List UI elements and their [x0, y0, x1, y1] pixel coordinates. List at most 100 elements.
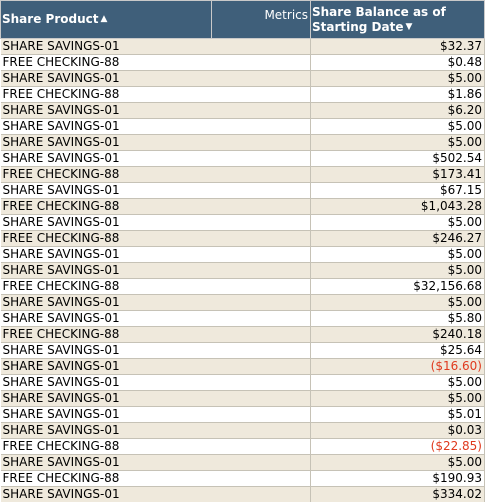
metrics-cell	[212, 151, 311, 167]
share-balance-column-header[interactable]: Share Balance as of Starting Date▼	[311, 1, 485, 39]
share-product-cell: SHARE SAVINGS-01	[1, 359, 212, 375]
metrics-cell	[212, 487, 311, 502]
share-product-cell: FREE CHECKING-88	[1, 231, 212, 247]
table-row[interactable]: FREE CHECKING-88 $32,156.68	[1, 279, 485, 295]
share-balance-cell: $173.41	[311, 167, 485, 183]
share-product-cell: FREE CHECKING-88	[1, 55, 212, 71]
share-product-cell: SHARE SAVINGS-01	[1, 343, 212, 359]
share-balance-cell: $1.86	[311, 87, 485, 103]
share-product-cell: FREE CHECKING-88	[1, 167, 212, 183]
table-row[interactable]: FREE CHECKING-88($22.85)	[1, 439, 485, 455]
metrics-cell	[212, 359, 311, 375]
table-row[interactable]: SHARE SAVINGS-01 $5.01	[1, 407, 485, 423]
share-balance-cell: $5.00	[311, 455, 485, 471]
header-row: Share Product▲ Metrics Share Balance as …	[1, 1, 485, 39]
metrics-cell	[212, 71, 311, 87]
share-product-cell: FREE CHECKING-88	[1, 279, 212, 295]
table-row[interactable]: SHARE SAVINGS-01 $5.00	[1, 455, 485, 471]
metrics-cell	[212, 343, 311, 359]
metrics-cell	[212, 231, 311, 247]
sort-ascending-icon[interactable]: ▲	[100, 14, 107, 24]
metrics-cell	[212, 375, 311, 391]
share-product-header-label: Share Product	[2, 12, 98, 26]
table-row[interactable]: SHARE SAVINGS-01$334.02	[1, 487, 485, 502]
sort-descending-icon[interactable]: ▼	[406, 22, 413, 32]
share-product-cell: SHARE SAVINGS-01	[1, 407, 212, 423]
share-balance-cell: $246.27	[311, 231, 485, 247]
share-product-cell: SHARE SAVINGS-01	[1, 247, 212, 263]
share-balance-cell: $5.00	[311, 71, 485, 87]
table-row[interactable]: SHARE SAVINGS-01$0.03	[1, 423, 485, 439]
share-product-cell: SHARE SAVINGS-01	[1, 295, 212, 311]
table-row[interactable]: FREE CHECKING-88 $246.27	[1, 231, 485, 247]
table-row[interactable]: SHARE SAVINGS-01$32.37	[1, 39, 485, 55]
share-product-cell: SHARE SAVINGS-01	[1, 183, 212, 199]
share-product-cell: SHARE SAVINGS-01	[1, 103, 212, 119]
table-row[interactable]: FREE CHECKING-88 $1.86	[1, 87, 485, 103]
table-row[interactable]: SHARE SAVINGS-01($16.60)	[1, 359, 485, 375]
share-balance-cell: $334.02	[311, 487, 485, 502]
share-balance-cell: ($22.85)	[311, 439, 485, 455]
table-row[interactable]: SHARE SAVINGS-01$5.00	[1, 119, 485, 135]
table-row[interactable]: SHARE SAVINGS-01$5.00	[1, 215, 485, 231]
table-row[interactable]: SHARE SAVINGS-01$5.00	[1, 375, 485, 391]
metrics-cell	[212, 407, 311, 423]
share-balance-cell: $240.18	[311, 327, 485, 343]
metrics-cell	[212, 439, 311, 455]
table-row[interactable]: SHARE SAVINGS-01 $25.64	[1, 343, 485, 359]
share-balance-cell: $5.01	[311, 407, 485, 423]
share-balance-cell: $5.00	[311, 375, 485, 391]
table-row[interactable]: SHARE SAVINGS-01$5.00	[1, 391, 485, 407]
share-balance-cell: $190.93	[311, 471, 485, 487]
share-balance-cell: $0.48	[311, 55, 485, 71]
share-product-cell: FREE CHECKING-88	[1, 199, 212, 215]
table-row[interactable]: SHARE SAVINGS-01 $5.00	[1, 295, 485, 311]
metrics-cell	[212, 247, 311, 263]
share-product-cell: SHARE SAVINGS-01	[1, 455, 212, 471]
metrics-cell	[212, 183, 311, 199]
share-product-cell: SHARE SAVINGS-01	[1, 263, 212, 279]
share-balance-cell: $5.00	[311, 295, 485, 311]
metrics-cell	[212, 199, 311, 215]
table-row[interactable]: SHARE SAVINGS-01$502.54	[1, 151, 485, 167]
metrics-cell	[212, 327, 311, 343]
metrics-cell	[212, 295, 311, 311]
share-balance-header-label-line2: Starting Date	[312, 20, 404, 34]
metrics-cell	[212, 167, 311, 183]
metrics-cell	[212, 391, 311, 407]
table-row[interactable]: FREE CHECKING-88 $190.93	[1, 471, 485, 487]
metrics-column-header[interactable]: Metrics	[212, 1, 311, 39]
share-balance-cell: $25.64	[311, 343, 485, 359]
share-product-cell: SHARE SAVINGS-01	[1, 151, 212, 167]
share-product-cell: SHARE SAVINGS-01	[1, 391, 212, 407]
table-row[interactable]: FREE CHECKING-88 $0.48	[1, 55, 485, 71]
metrics-cell	[212, 311, 311, 327]
share-product-cell: FREE CHECKING-88	[1, 327, 212, 343]
share-product-cell: FREE CHECKING-88	[1, 471, 212, 487]
share-product-cell: SHARE SAVINGS-01	[1, 311, 212, 327]
share-product-cell: SHARE SAVINGS-01	[1, 71, 212, 87]
table-row[interactable]: SHARE SAVINGS-01$5.00	[1, 247, 485, 263]
share-product-cell: SHARE SAVINGS-01	[1, 135, 212, 151]
metrics-cell	[212, 263, 311, 279]
table-row[interactable]: FREE CHECKING-88 $173.41	[1, 167, 485, 183]
share-balance-cell: $32,156.68	[311, 279, 485, 295]
table-row[interactable]: SHARE SAVINGS-01$6.20	[1, 103, 485, 119]
table-row[interactable]: SHARE SAVINGS-01$67.15	[1, 183, 485, 199]
share-balance-cell: $5.00	[311, 135, 485, 151]
share-product-cell: FREE CHECKING-88	[1, 87, 212, 103]
share-balance-cell: $5.00	[311, 215, 485, 231]
table-row[interactable]: SHARE SAVINGS-01$5.80	[1, 311, 485, 327]
share-product-cell: SHARE SAVINGS-01	[1, 39, 212, 55]
share-product-column-header[interactable]: Share Product▲	[1, 1, 212, 39]
metrics-cell	[212, 39, 311, 55]
share-balance-header-label-line1: Share Balance as of	[312, 5, 446, 19]
table-row[interactable]: FREE CHECKING-88$1,043.28	[1, 199, 485, 215]
table-row[interactable]: SHARE SAVINGS-01 $5.00	[1, 135, 485, 151]
table-row[interactable]: SHARE SAVINGS-01$5.00	[1, 263, 485, 279]
table-row[interactable]: SHARE SAVINGS-01 $5.00	[1, 71, 485, 87]
metrics-header-label: Metrics	[264, 8, 308, 22]
table-row[interactable]: FREE CHECKING-88 $240.18	[1, 327, 485, 343]
